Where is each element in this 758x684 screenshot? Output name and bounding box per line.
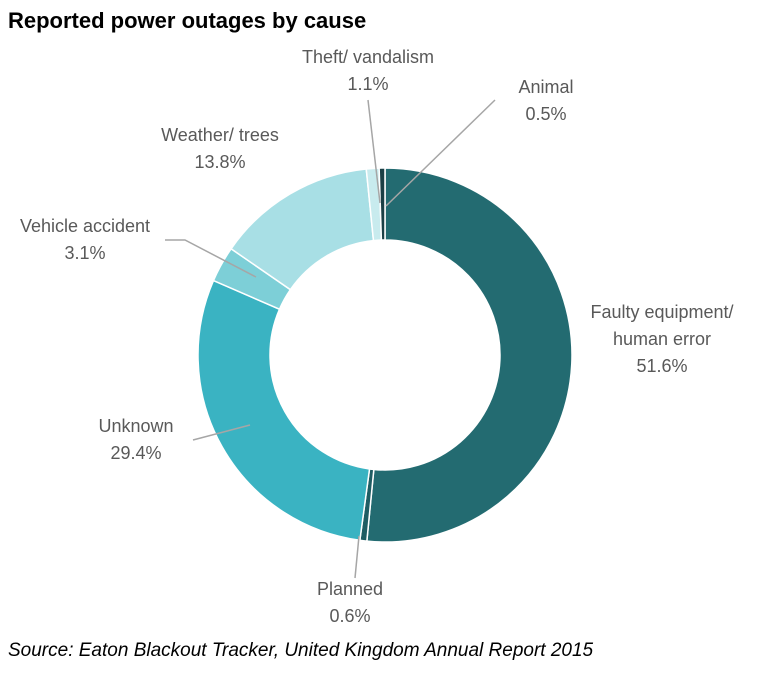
donut-slice: [366, 167, 573, 543]
category-label: Faulty equipment/ human error: [590, 302, 734, 349]
donut-slice: [197, 279, 371, 542]
leader-line: [192, 424, 251, 441]
source-note: Source: Eaton Blackout Tracker, United K…: [8, 640, 594, 661]
slice-label: Theft/ vandalism 1.1%: [283, 44, 453, 98]
value-label: 0.6%: [329, 606, 371, 626]
category-label: Animal: [518, 77, 574, 97]
donut-slice: [378, 167, 386, 241]
leader-line: [354, 535, 360, 579]
value-label: 29.4%: [110, 443, 162, 463]
category-label: Theft/ vandalism: [301, 47, 435, 67]
chart-title: Reported power outages by cause: [8, 8, 367, 33]
value-label: 1.1%: [347, 74, 389, 94]
slice-label: Unknown 29.4%: [76, 413, 196, 467]
leader-line: [385, 99, 496, 207]
category-label: Weather/ trees: [161, 125, 279, 145]
value-label: 51.6%: [636, 356, 688, 376]
slice-label: Weather/ trees 13.8%: [140, 122, 300, 176]
slice-label: Vehicle accident 3.1%: [0, 213, 170, 267]
value-label: 0.5%: [525, 104, 567, 124]
slice-label: Planned 0.6%: [290, 576, 410, 630]
category-label: Planned: [316, 579, 384, 599]
leader-line: [165, 239, 257, 278]
category-label: Unknown: [98, 416, 174, 436]
slice-label: Animal 0.5%: [496, 74, 596, 128]
leader-line: [367, 99, 381, 204]
slice-label: Faulty equipment/ human error 51.6%: [572, 299, 752, 380]
value-label: 3.1%: [64, 243, 106, 263]
value-label: 13.8%: [194, 152, 246, 172]
category-label: Vehicle accident: [19, 216, 151, 236]
